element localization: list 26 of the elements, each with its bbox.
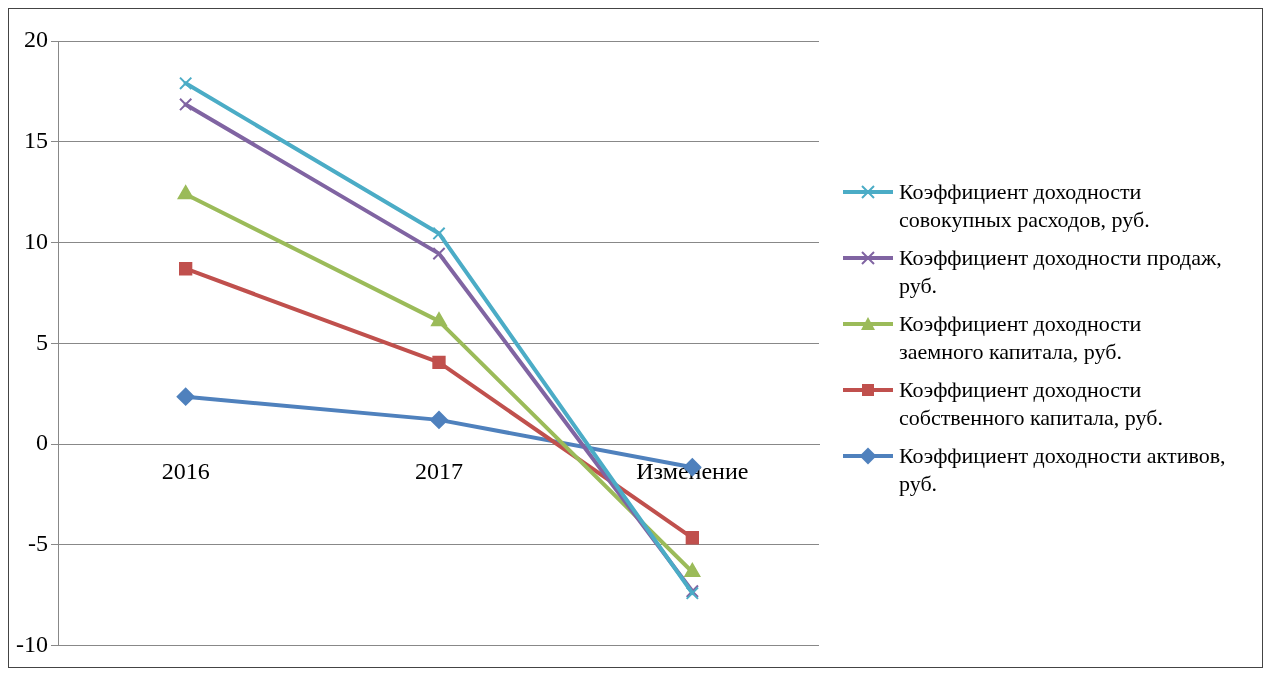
point (179, 76, 193, 90)
point (430, 410, 448, 429)
point (179, 262, 193, 276)
x-tick-label: 2016 (161, 457, 210, 484)
y-tick-label: 0 (35, 429, 48, 456)
point (432, 355, 446, 370)
y-tick-label: -10 (15, 630, 48, 657)
point (684, 563, 701, 578)
x-tick-label: 2017 (415, 457, 463, 484)
legend-label: Коэффициент доходности совокупных расходов, руб. (899, 178, 1151, 234)
point (176, 387, 195, 406)
legend-label: Коэффициент доходности активов, руб. (899, 442, 1227, 498)
y-tick-label: 10 (23, 227, 48, 254)
point (432, 246, 446, 261)
y-tick-label: 15 (23, 127, 48, 154)
point (431, 312, 447, 327)
y-tick-label: 20 (23, 26, 48, 53)
y-tick-label: -5 (27, 530, 48, 557)
y-tick-label: 5 (35, 328, 48, 355)
point (179, 97, 193, 112)
legend-label: Коэффициент доходности собственного капитала, руб. (899, 376, 1164, 432)
legend-label: Коэффициент доходности заемного капитала, руб. (899, 310, 1143, 366)
point (432, 226, 446, 241)
legend-label: Коэффициент доходности продаж, руб. (899, 244, 1223, 300)
point (685, 531, 699, 545)
point (177, 185, 194, 200)
